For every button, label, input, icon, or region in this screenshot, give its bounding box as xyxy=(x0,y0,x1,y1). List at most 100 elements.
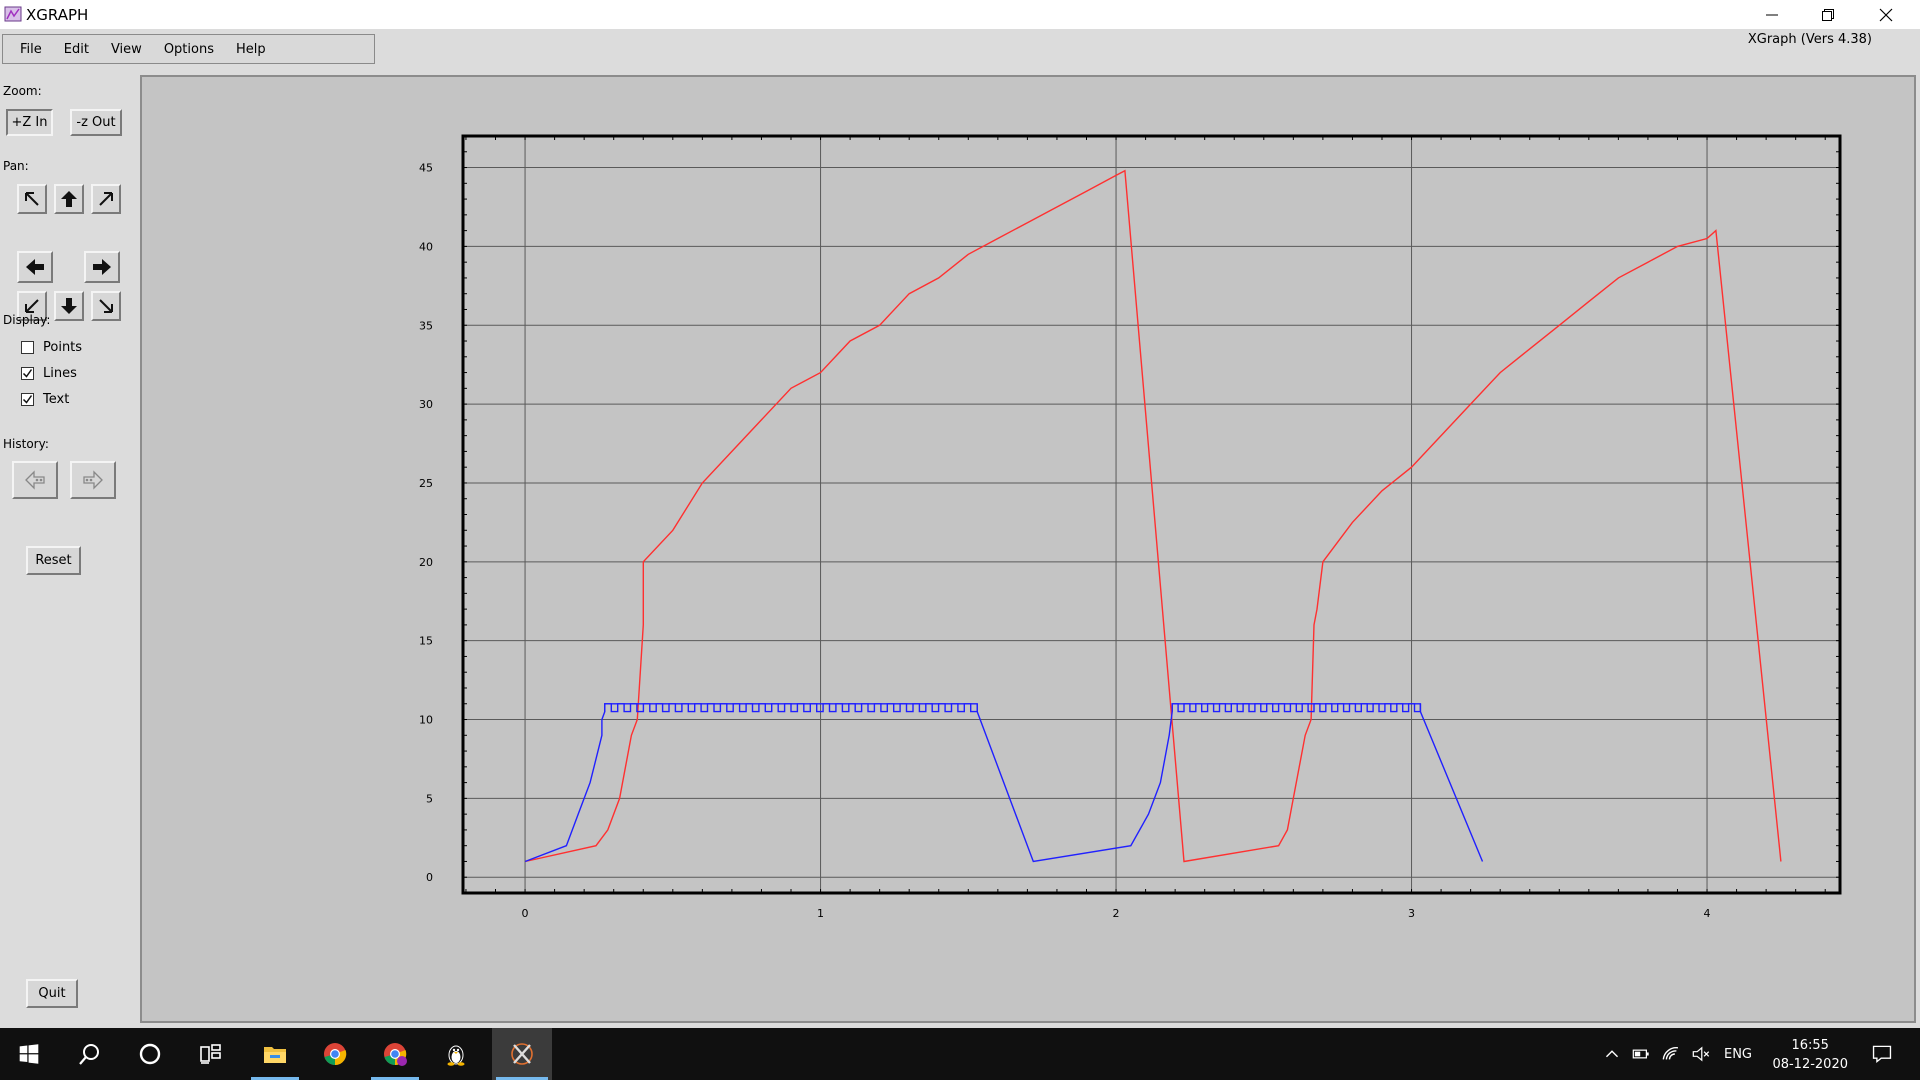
pan-up-button[interactable] xyxy=(54,184,84,214)
notification-icon xyxy=(1872,1045,1892,1064)
menu-edit[interactable]: Edit xyxy=(63,41,89,57)
xgraph-app-icon xyxy=(4,6,22,22)
chrome-profile-button[interactable] xyxy=(367,1028,423,1080)
arrow-right-icon xyxy=(93,259,111,275)
display-lines-option[interactable]: Lines xyxy=(21,366,77,381)
history-back-icon xyxy=(25,470,45,490)
y-tick-label: 10 xyxy=(419,714,433,727)
battery-status[interactable] xyxy=(1628,1028,1654,1080)
arrow-down-right-icon xyxy=(99,299,113,313)
menu-view[interactable]: View xyxy=(110,41,142,57)
text-checkbox[interactable] xyxy=(21,393,34,406)
language-label: ENG xyxy=(1723,1046,1752,1062)
battery-icon xyxy=(1632,1049,1649,1059)
arrow-up-right-icon xyxy=(99,192,113,206)
active-indicator xyxy=(251,1077,299,1080)
network-status[interactable] xyxy=(1658,1028,1684,1080)
lines-label: Lines xyxy=(43,366,77,381)
pan-label: Pan: xyxy=(3,159,29,173)
lines-checkbox[interactable] xyxy=(21,367,34,380)
menu-bar: File Edit View Options Help xyxy=(2,34,375,64)
pan-up-right-button[interactable] xyxy=(91,184,121,214)
y-tick-label: 0 xyxy=(426,871,433,884)
arrow-left-icon xyxy=(26,259,44,275)
display-label: Display: xyxy=(3,313,51,327)
show-hidden-icons-button[interactable] xyxy=(1600,1028,1624,1080)
window-title: XGRAPH xyxy=(26,6,89,24)
pan-down-left-button[interactable] xyxy=(17,291,47,321)
task-view-button[interactable] xyxy=(182,1028,238,1080)
arrow-down-icon xyxy=(61,298,77,314)
clock-date: 08-12-2020 xyxy=(1772,1057,1848,1072)
plot-frame-border xyxy=(461,134,1842,895)
history-forward-button[interactable] xyxy=(70,461,116,499)
zoom-out-button[interactable]: -z Out xyxy=(70,109,122,136)
pan-left-button[interactable] xyxy=(17,251,53,283)
zoom-label: Zoom: xyxy=(3,84,42,98)
start-button[interactable] xyxy=(0,1028,58,1080)
x-tick-label: 3 xyxy=(1408,907,1415,920)
history-back-button[interactable] xyxy=(12,461,58,499)
active-indicator xyxy=(371,1077,419,1080)
clock-time: 16:55 xyxy=(1791,1038,1829,1053)
quit-button[interactable]: Quit xyxy=(26,979,78,1008)
language-indicator[interactable]: ENG xyxy=(1718,1028,1758,1080)
menu-options[interactable]: Options xyxy=(163,41,214,57)
arrow-up-icon xyxy=(61,191,77,207)
notifications-button[interactable] xyxy=(1862,1028,1902,1080)
pan-down-button[interactable] xyxy=(54,291,84,321)
menu-file[interactable]: File xyxy=(20,41,42,57)
plot-window[interactable]: 0 1 2 3 4 0 5 10 15 20 25 30 35 40 45 xyxy=(140,75,1916,1023)
y-tick-label: 30 xyxy=(419,398,433,411)
linux-terminal-button[interactable] xyxy=(428,1028,484,1080)
xgraph-window: File Edit View Options Help XGraph (Vers… xyxy=(0,29,1920,1028)
chevron-up-icon xyxy=(1605,1050,1619,1058)
display-points-option[interactable]: Points xyxy=(21,340,82,355)
display-text-option[interactable]: Text xyxy=(21,392,69,407)
zoom-in-button[interactable]: +Z In xyxy=(6,109,53,136)
clock[interactable]: 16:55 08-12-2020 xyxy=(1772,1036,1848,1074)
chrome-icon xyxy=(324,1043,347,1066)
reset-button[interactable]: Reset xyxy=(26,546,81,575)
points-checkbox[interactable] xyxy=(21,341,34,354)
pan-right-button[interactable] xyxy=(84,251,120,283)
checkmark-icon xyxy=(22,395,33,404)
wifi-icon xyxy=(1662,1047,1679,1060)
file-explorer-button[interactable] xyxy=(247,1028,303,1080)
linux-penguin-icon xyxy=(447,1045,465,1066)
pan-up-left-button[interactable] xyxy=(17,184,47,214)
x-tick-label: 1 xyxy=(817,907,824,920)
arrow-down-left-icon xyxy=(25,299,39,313)
pan-down-right-button[interactable] xyxy=(91,291,121,321)
chrome-button[interactable] xyxy=(307,1028,363,1080)
close-button[interactable] xyxy=(1858,0,1914,29)
version-label: XGraph (Vers 4.38) xyxy=(1747,32,1872,47)
window-title-bar[interactable]: XGRAPH xyxy=(0,0,1920,29)
reset-label: Reset xyxy=(35,553,72,568)
menu-help[interactable]: Help xyxy=(235,41,266,57)
restore-icon xyxy=(1822,8,1834,21)
volume-status[interactable] xyxy=(1688,1028,1714,1080)
restore-button[interactable] xyxy=(1800,0,1856,29)
history-label: History: xyxy=(3,437,49,451)
history-forward-icon xyxy=(83,470,103,490)
minimize-button[interactable] xyxy=(1744,0,1800,29)
x-tick-label: 4 xyxy=(1704,907,1711,920)
cortana-icon xyxy=(139,1043,161,1065)
quit-label: Quit xyxy=(38,986,66,1001)
cortana-button[interactable] xyxy=(122,1028,178,1080)
xlaunch-icon xyxy=(511,1043,533,1065)
checkmark-icon xyxy=(22,369,33,378)
y-tick-label: 25 xyxy=(419,477,433,490)
windows-start-icon xyxy=(19,1044,39,1064)
xlaunch-button[interactable] xyxy=(492,1028,552,1080)
y-tick-label: 35 xyxy=(419,319,433,332)
y-tick-label: 20 xyxy=(419,556,433,569)
file-explorer-icon xyxy=(264,1047,286,1063)
zoom-out-label: -z Out xyxy=(76,115,116,130)
x-tick-label: 0 xyxy=(522,907,529,920)
volume-muted-icon xyxy=(1692,1046,1710,1062)
text-label: Text xyxy=(43,392,70,407)
search-button[interactable] xyxy=(62,1028,118,1080)
